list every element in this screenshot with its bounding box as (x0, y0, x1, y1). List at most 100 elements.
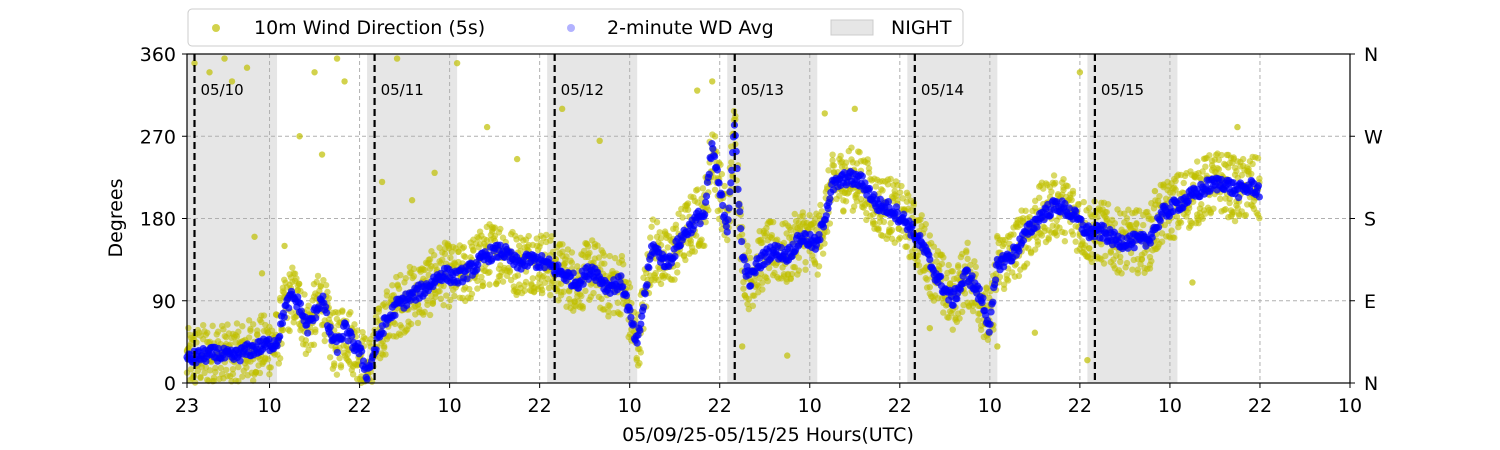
wind-5s-point (1069, 187, 1077, 195)
wind-5s-point (522, 278, 530, 286)
legend-box (187, 8, 964, 47)
wind-5s-point (699, 185, 707, 192)
wind-5s-point (884, 181, 892, 188)
wind-5s-point (1094, 214, 1101, 221)
wind-5s-point (618, 252, 626, 260)
wind-5s-point (1215, 166, 1223, 173)
wd-avg-point (986, 320, 994, 328)
wind-5s-point (214, 328, 222, 335)
wd-avg-point (463, 275, 471, 283)
wd-avg-point (358, 347, 366, 355)
wind-5s-point (1256, 214, 1263, 222)
wd-avg-point (304, 329, 312, 337)
wind-5s-point (842, 159, 850, 166)
wind-5s-point (514, 272, 522, 279)
wd-avg-point (265, 335, 273, 343)
wd-avg-point (626, 306, 634, 314)
wind-5s-point (684, 206, 692, 213)
wind-5s-point (1254, 154, 1262, 162)
wind-5s-point (896, 234, 904, 241)
wind-5s-point (324, 288, 331, 296)
wind-5s-point (333, 371, 341, 378)
wd-avg-point (276, 332, 284, 340)
wind-direction-2min-avg-points (183, 121, 1263, 383)
wind-5s-point (1199, 168, 1206, 175)
wind-5s-point (830, 162, 838, 169)
x-tick-label: 10 (1158, 395, 1182, 417)
wind-5s-point (212, 368, 219, 376)
wind-5s-point (1256, 175, 1263, 182)
wind-5s-point (898, 182, 905, 190)
wind-5s-point (887, 220, 894, 227)
wind-5s-point (296, 133, 303, 140)
wind-5s-point (930, 243, 938, 250)
wd-avg-point (816, 236, 824, 244)
wind-5s-point (1031, 246, 1039, 253)
wind-5s-point (548, 233, 555, 240)
wind-5s-point (664, 244, 672, 251)
wind-5s-point (605, 313, 612, 320)
legend-wind-5s-label: 10m Wind Direction (5s) (254, 17, 485, 39)
wind-5s-point (1103, 208, 1110, 216)
wd-avg-point (819, 223, 828, 231)
wind-5s-point (1088, 258, 1096, 266)
wind-5s-point (310, 341, 318, 348)
wd-avg-point (979, 294, 987, 302)
wind-5s-point (1249, 160, 1256, 168)
wind-5s-point (684, 200, 692, 207)
wd-avg-point (826, 195, 834, 203)
wind-5s-point (229, 365, 237, 373)
wd-avg-point (637, 320, 645, 328)
wind-5s-point (728, 159, 735, 166)
wd-avg-point (989, 298, 997, 306)
wind-5s-point (956, 315, 963, 322)
wd-avg-point (545, 255, 553, 263)
wind-5s-point (426, 311, 434, 319)
wd-avg-point (725, 204, 733, 212)
wind-5s-point (1148, 257, 1155, 265)
wind-5s-point (1036, 194, 1043, 201)
wind-5s-point (657, 235, 665, 242)
wind-5s-point (197, 374, 204, 382)
wind-5s-point (1034, 238, 1042, 245)
wind-5s-point (474, 285, 481, 292)
wind-5s-point (579, 303, 586, 310)
wind-5s-point (829, 157, 836, 164)
wind-5s-point (1206, 152, 1213, 159)
wind-5s-point (239, 323, 246, 330)
wd-avg-point (1099, 222, 1108, 230)
wind-5s-point (819, 250, 827, 257)
wind-5s-point (1102, 252, 1109, 260)
wind-5s-point (1242, 211, 1250, 219)
wind-5s-point (539, 289, 546, 297)
wind-5s-point (227, 341, 234, 348)
wind-5s-point (744, 242, 751, 249)
wind-5s-point (611, 254, 619, 262)
wind-5s-point (674, 269, 681, 276)
x-tick-label: 10 (1338, 395, 1362, 417)
wind-5s-point (1061, 229, 1069, 237)
wd-avg-point (1169, 207, 1177, 216)
legend-night-label: NIGHT (891, 17, 952, 39)
x-tick-label: 22 (1068, 395, 1092, 417)
wind-5s-point (740, 285, 747, 292)
wind-5s-point (311, 69, 318, 76)
wind-5s-point (268, 327, 276, 334)
wind-5s-point (1189, 279, 1196, 286)
wd-avg-point (1033, 223, 1041, 231)
wind-5s-point (759, 239, 766, 246)
wd-avg-point (639, 303, 648, 311)
wd-avg-point (619, 283, 627, 291)
wind-5s-point (426, 256, 434, 263)
wind-5s-point (410, 273, 418, 280)
wind-5s-point (1085, 205, 1093, 212)
wind-5s-point (382, 351, 389, 358)
wind-5s-point (563, 253, 570, 260)
wd-avg-point (379, 329, 387, 338)
wind-5s-point (321, 337, 328, 345)
wind-5s-point (964, 255, 971, 263)
wind-5s-point (239, 373, 246, 380)
wd-avg-point (579, 280, 587, 288)
y2-tick-label: E (1364, 291, 1376, 313)
wind-5s-point (233, 320, 241, 327)
